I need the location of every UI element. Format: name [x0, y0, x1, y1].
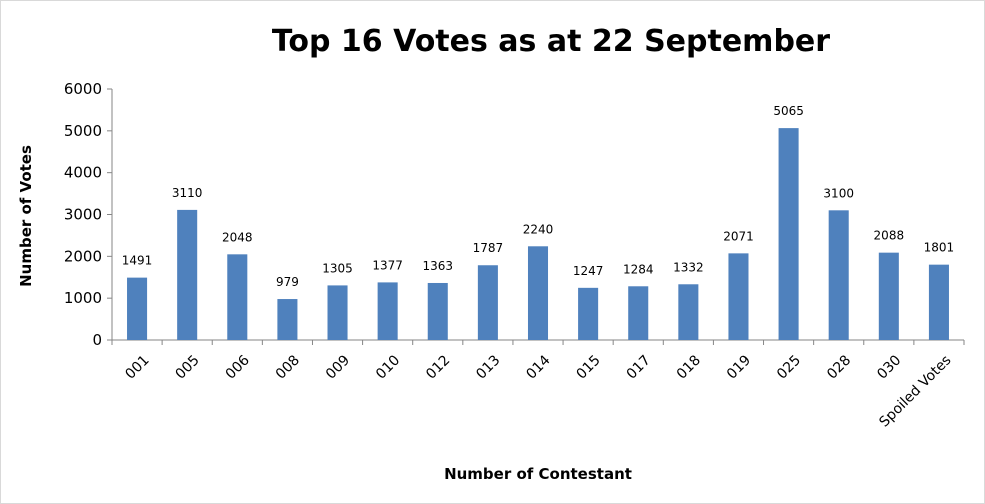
bar: [928, 264, 949, 340]
x-tick-label: 030: [874, 352, 904, 382]
x-tick-label: 028: [824, 352, 854, 382]
bar: [527, 246, 549, 340]
x-tick-label: 025: [774, 352, 804, 382]
data-label: 979: [276, 275, 299, 289]
x-tick-label: 018: [674, 352, 704, 382]
y-tick-label: 5000: [64, 122, 102, 140]
y-axis-title: Number of Votes: [17, 145, 35, 287]
data-label: 2071: [723, 229, 754, 243]
data-label: 1377: [372, 258, 403, 272]
x-tick-label: 005: [173, 352, 203, 382]
data-label: 1491: [122, 254, 153, 268]
x-tick-label: 017: [624, 352, 654, 382]
data-label: 1363: [422, 259, 453, 273]
x-tick-label: 019: [724, 352, 754, 382]
data-label: 5065: [773, 104, 804, 118]
bar: [277, 299, 298, 340]
x-tick-label: 015: [574, 352, 604, 382]
bar: [778, 128, 799, 340]
bar: [227, 254, 248, 340]
data-label: 1787: [473, 241, 504, 255]
x-tick-label: 013: [473, 352, 503, 382]
y-tick-label: 1000: [64, 289, 102, 307]
x-axis-title: Number of Contestant: [444, 465, 632, 483]
x-tick-label: 014: [523, 352, 553, 382]
x-tick-label: 012: [423, 352, 453, 382]
y-tick-label: 2000: [64, 247, 102, 265]
data-label: 1305: [322, 261, 353, 275]
bar: [678, 284, 699, 340]
data-label: 1801: [924, 241, 955, 255]
x-tick-label: 006: [223, 352, 253, 382]
x-tick-label: 008: [273, 352, 303, 382]
bar: [628, 286, 649, 340]
y-tick-label: 6000: [64, 80, 102, 98]
x-tick-label: 010: [373, 352, 403, 382]
data-label: 1284: [623, 262, 654, 276]
y-tick-label: 0: [92, 331, 102, 349]
y-tick-label: 4000: [64, 164, 102, 182]
plot-area: 0 1000 2000 3000 4000 5000 6000 1491 001 3110 005 2…: [64, 80, 965, 430]
data-label: 1247: [573, 264, 604, 278]
bar: [828, 210, 849, 340]
data-label: 2048: [222, 230, 253, 244]
x-tick-label: 001: [122, 352, 152, 382]
data-label: 3110: [172, 186, 203, 200]
x-tick-label: 009: [323, 352, 353, 382]
data-label: 3100: [823, 186, 854, 200]
bar: [728, 253, 749, 340]
bar: [327, 285, 348, 340]
y-tick-label: 3000: [64, 206, 102, 224]
data-label: 1332: [673, 260, 704, 274]
data-label: 2240: [523, 222, 554, 236]
bar: [177, 209, 198, 340]
chart-title: Top 16 Votes as at 22 September: [272, 24, 830, 59]
bar: [427, 282, 448, 340]
bar: [578, 287, 599, 340]
data-label: 2088: [874, 229, 905, 243]
bar: [878, 252, 899, 340]
bar: [377, 282, 398, 340]
bar: [477, 265, 498, 340]
bar: [127, 277, 148, 340]
